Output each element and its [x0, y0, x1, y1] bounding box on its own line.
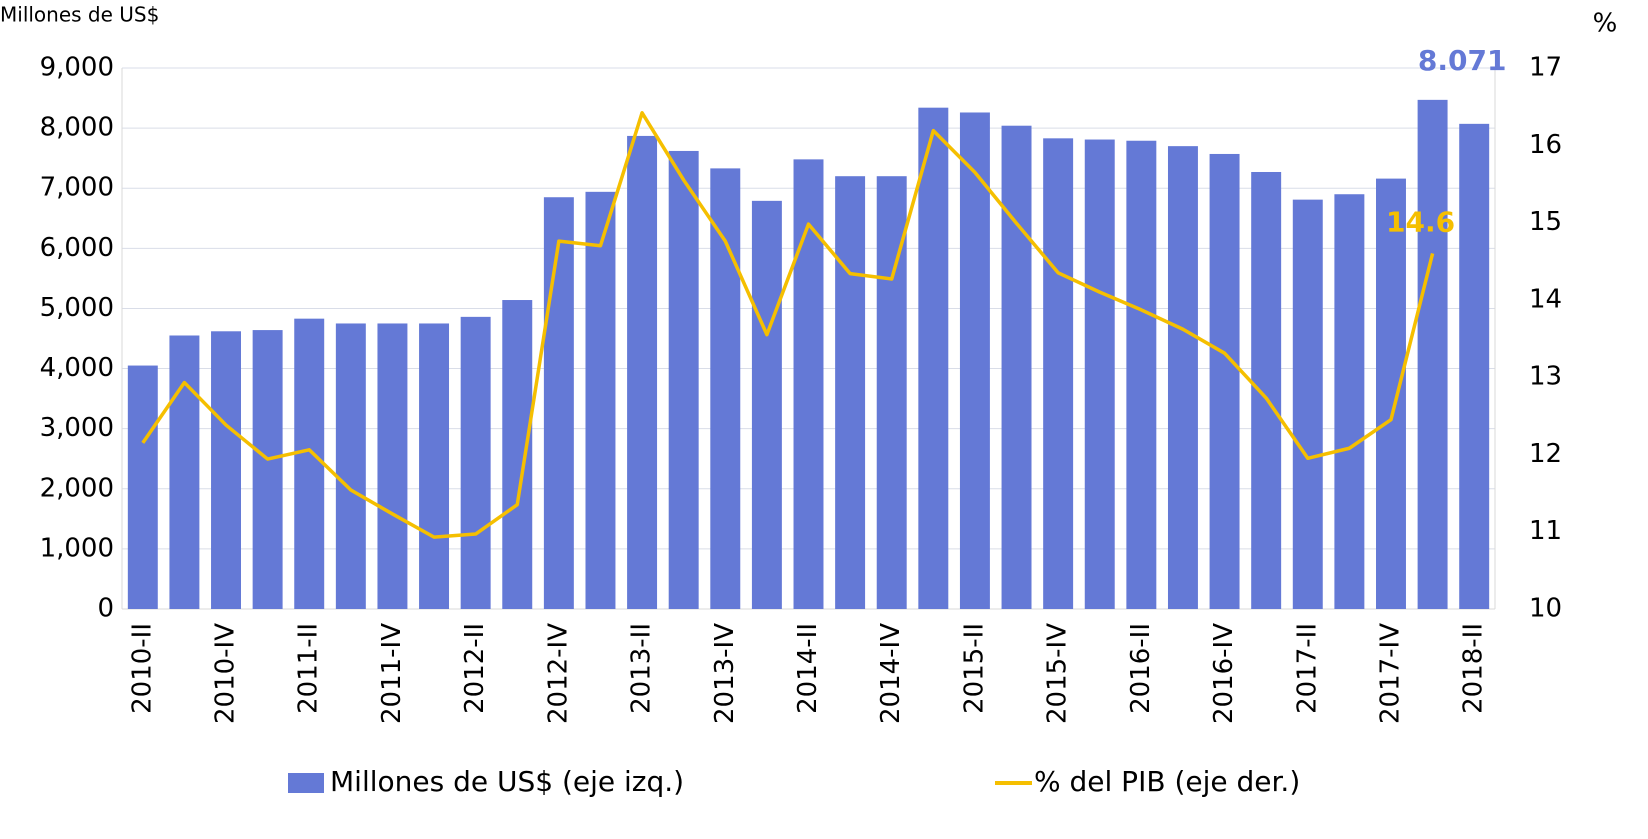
- bar: [502, 300, 533, 609]
- bar: [335, 323, 366, 609]
- bar: [1001, 125, 1032, 609]
- y-tick-label: 2,000: [40, 473, 114, 503]
- bar: [710, 168, 741, 609]
- line: [141, 111, 1435, 539]
- bar: [835, 176, 866, 609]
- bar: [918, 107, 949, 609]
- y-tick-label: 5,000: [40, 293, 114, 323]
- x-tick-label: 2010-IV: [211, 623, 241, 724]
- data-label: 8.071: [1418, 44, 1507, 77]
- bar: [1376, 178, 1406, 610]
- x-tick-label: 2012-II: [460, 623, 490, 714]
- y2-tick-label: 16: [1529, 130, 1562, 160]
- y-tick-label: 4,000: [40, 353, 114, 383]
- bar: [377, 323, 408, 609]
- x-tick-label: 2017-II: [1292, 623, 1322, 714]
- y2-tick-label: 13: [1529, 362, 1562, 392]
- bar: [169, 335, 200, 609]
- bar: [127, 365, 158, 609]
- bar: [294, 318, 325, 609]
- y2-tick-label: 15: [1529, 207, 1562, 237]
- bar: [460, 316, 491, 609]
- bar: [419, 323, 450, 609]
- y-tick-label: 7,000: [40, 173, 114, 203]
- x-tick-label: 2011-IV: [377, 623, 407, 724]
- x-tick-label: 2010-II: [127, 623, 157, 714]
- bar: [1292, 199, 1323, 610]
- bar: [543, 197, 574, 609]
- bar: [1459, 123, 1490, 609]
- bar: [211, 331, 241, 609]
- bar: [751, 200, 782, 609]
- bar: [1209, 153, 1240, 609]
- bar: [1167, 146, 1198, 609]
- legend-label: % del PIB (eje der.): [1034, 765, 1300, 798]
- y2-tick-label: 11: [1529, 516, 1562, 546]
- x-tick-label: 2011-II: [294, 623, 324, 714]
- y-tick-label: 1,000: [40, 533, 114, 563]
- bar: [585, 191, 616, 609]
- x-tick-label: 2014-IV: [876, 623, 906, 724]
- x-tick-label: 2016-II: [1126, 623, 1156, 714]
- bar: [1417, 99, 1448, 609]
- bar: [1084, 139, 1115, 609]
- y-tick-label: 8,000: [40, 113, 114, 143]
- y2-tick-label: 10: [1529, 594, 1562, 624]
- data-label: 14.6: [1386, 205, 1455, 238]
- bar: [1251, 171, 1282, 609]
- x-tick-label: 2017-IV: [1375, 623, 1405, 724]
- legend-swatch: [288, 773, 324, 793]
- bar: [1334, 194, 1365, 609]
- x-tick-label: 2013-II: [627, 623, 657, 714]
- x-tick-label: 2012-IV: [543, 623, 573, 724]
- bar: [1043, 138, 1074, 609]
- bar: [959, 112, 990, 609]
- bar: [252, 330, 283, 609]
- x-tick-label: 2015-II: [959, 623, 989, 714]
- bar: [627, 135, 658, 610]
- bar: [1126, 140, 1157, 610]
- y2-axis-label: %: [1593, 9, 1618, 39]
- y2-tick-label: 14: [1529, 284, 1562, 314]
- y-tick-label: 9,000: [40, 53, 114, 83]
- y-axis-label: Millones de US$: [0, 3, 159, 27]
- y-tick-label: 6,000: [40, 233, 114, 263]
- y-tick-label: 3,000: [40, 413, 114, 443]
- y2-tick-label: 12: [1529, 439, 1562, 469]
- bar: [668, 150, 699, 609]
- legend-label: Millones de US$ (eje izq.): [330, 765, 684, 798]
- x-tick-label: 2014-II: [793, 623, 823, 714]
- y-tick-label: 0: [97, 594, 114, 624]
- x-tick-label: 2015-IV: [1043, 623, 1073, 724]
- x-tick-label: 2018-II: [1459, 623, 1489, 714]
- x-tick-label: 2016-IV: [1209, 623, 1239, 724]
- y2-tick-label: 17: [1529, 53, 1562, 83]
- x-tick-label: 2013-IV: [710, 623, 740, 724]
